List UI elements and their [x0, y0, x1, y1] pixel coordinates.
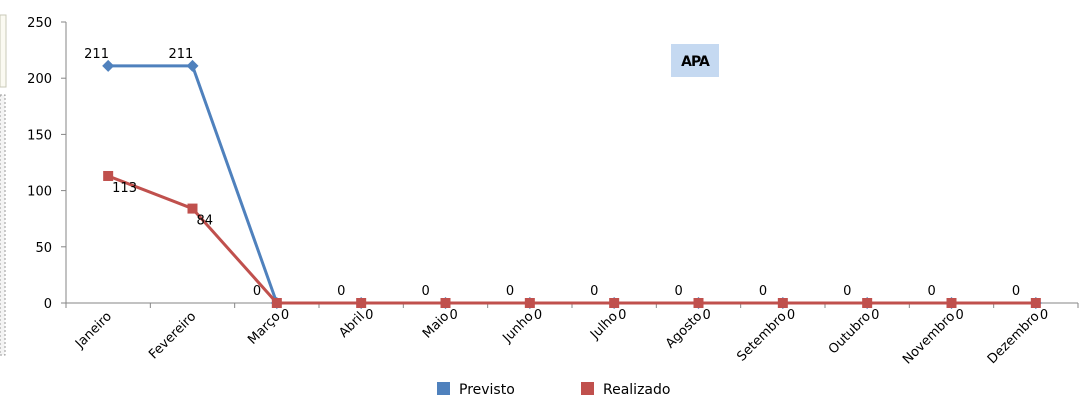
data-label-previsto: 211	[84, 47, 109, 62]
data-label-realizado: 84	[197, 214, 214, 229]
series-line-realizado	[107, 174, 1036, 305]
data-label-realizado: 0	[703, 308, 711, 323]
marker-realizado	[187, 203, 198, 214]
x-tick-label: Outubro	[826, 309, 874, 357]
y-tick-label: 50	[35, 241, 52, 256]
marker-realizado	[103, 170, 114, 181]
left-frame-bottom	[0, 94, 6, 356]
legend-swatch-realizado	[581, 382, 594, 395]
x-tick-label: Fevereiro	[146, 309, 199, 362]
left-frame-top	[0, 14, 7, 88]
chart-title-text: APA	[681, 54, 710, 70]
x-tick-label: Novembro	[900, 309, 958, 367]
y-tick-label: 0	[44, 297, 52, 312]
x-tick-label: Março	[245, 309, 283, 347]
data-label-previsto: 0	[590, 284, 598, 299]
legend-label-previsto: Previsto	[459, 382, 515, 398]
series-group	[102, 59, 1042, 309]
marker-realizado	[862, 298, 873, 308]
data-label-realizado: 0	[534, 308, 542, 323]
x-tick-label: Janeiro	[72, 309, 115, 352]
marker-previsto	[186, 59, 199, 72]
legend-swatch-previsto	[437, 382, 450, 395]
data-label-previsto: 0	[759, 284, 767, 299]
marker-realizado	[946, 298, 957, 308]
x-tick-label: Junho	[500, 309, 537, 346]
marker-realizado	[1030, 298, 1041, 308]
data-label-realizado: 0	[281, 308, 289, 323]
series-line-previsto	[108, 64, 1036, 305]
x-tick-label: Maio	[420, 309, 452, 341]
data-label-realizado: 0	[1040, 308, 1048, 323]
data-label-previsto: 0	[337, 284, 345, 299]
x-tick-label: Agosto	[663, 309, 705, 351]
data-label-realizado: 0	[618, 308, 626, 323]
data-label-previsto: 0	[843, 284, 851, 299]
data-labels: 211 211 0 0 0 0 0 0 0 0 0 0 113 84 0 0 0 0 0 0 0 0 0 0	[84, 47, 1048, 323]
x-tick-label: Abril	[336, 309, 368, 341]
chart-title-box	[671, 44, 719, 77]
marker-realizado	[777, 298, 788, 308]
data-label-realizado: 0	[450, 308, 458, 323]
y-tick-label: 100	[27, 185, 52, 200]
data-label-previsto: 0	[1012, 284, 1020, 299]
y-tick-label: 150	[27, 128, 52, 143]
data-label-previsto: 211	[169, 47, 194, 62]
x-axis-ticks: Janeiro Fevereiro Março Abril Maio Junho Julho…	[65, 303, 1079, 367]
data-label-previsto: 0	[928, 284, 936, 299]
legend: Previsto Realizado	[437, 382, 670, 398]
marker-realizado	[524, 298, 535, 308]
axes	[65, 22, 1078, 304]
marker-previsto	[102, 59, 115, 72]
data-label-realizado: 0	[787, 308, 795, 323]
data-label-realizado: 0	[871, 308, 879, 323]
data-label-previsto: 0	[253, 284, 261, 299]
marker-realizado	[609, 298, 620, 308]
data-label-previsto: 0	[506, 284, 514, 299]
x-tick-label: Dezembro	[985, 309, 1043, 367]
y-axis-ticks: 0 50 100 150 200 250	[27, 16, 66, 312]
data-label-realizado: 113	[112, 181, 137, 196]
legend-label-realizado: Realizado	[603, 382, 670, 398]
x-tick-label: Setembro	[734, 309, 789, 364]
marker-realizado	[440, 298, 451, 308]
data-label-realizado: 0	[365, 308, 373, 323]
x-tick-label: Julho	[587, 309, 621, 343]
data-label-previsto: 0	[675, 284, 683, 299]
y-tick-label: 200	[27, 72, 52, 87]
marker-realizado	[271, 298, 282, 308]
data-label-realizado: 0	[956, 308, 964, 323]
data-label-previsto: 0	[422, 284, 430, 299]
chart-title: APA	[671, 44, 719, 77]
y-tick-label: 250	[27, 16, 52, 31]
marker-realizado	[356, 298, 367, 308]
marker-realizado	[693, 298, 704, 308]
